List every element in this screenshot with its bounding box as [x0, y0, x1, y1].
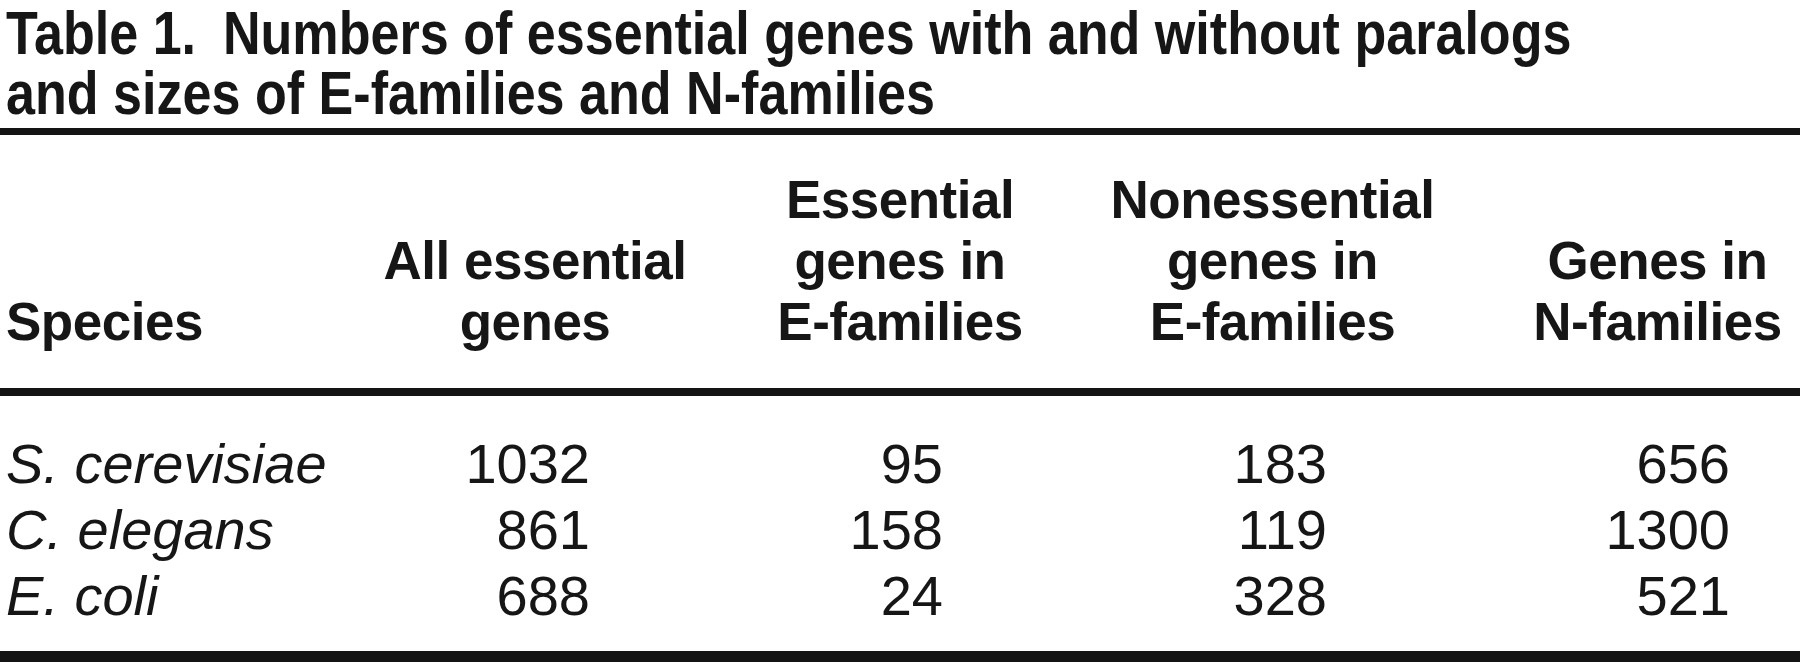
column-header-genes-n-families: Genes in N-families [1460, 135, 1800, 392]
value-cell: 521 [1460, 563, 1800, 629]
data-table: Species All essential genes Essential ge… [0, 135, 1800, 629]
column-header-nonessential-e-families: Nonessential genes in E-families [1085, 135, 1460, 392]
title-rule [0, 128, 1800, 135]
table-title-line1: Table 1.Numbers of essential genes with … [6, 3, 1800, 63]
value-cell: 95 [715, 392, 1085, 497]
column-header-species: Species [0, 135, 355, 392]
value-cell: 688 [355, 563, 715, 629]
table-title-text: Numbers of essential genes with and with… [223, 0, 1572, 67]
value-cell: 183 [1085, 392, 1460, 497]
species-cell: C. elegans [0, 497, 355, 563]
value-cell: 119 [1085, 497, 1460, 563]
value-cell: 861 [355, 497, 715, 563]
table-row: S. cerevisiae 1032 95 183 656 [0, 392, 1800, 497]
header-row: Species All essential genes Essential ge… [0, 135, 1800, 392]
table-header: Species All essential genes Essential ge… [0, 135, 1800, 392]
table-row: C. elegans 861 158 119 1300 [0, 497, 1800, 563]
column-header-all-essential-genes: All essential genes [355, 135, 715, 392]
bottom-rule [0, 651, 1800, 662]
value-cell: 158 [715, 497, 1085, 563]
table-number-label: Table 1. [6, 0, 196, 67]
table-body: S. cerevisiae 1032 95 183 656 C. elegans… [0, 392, 1800, 629]
table-title: Table 1. Numbers of essential genes with … [0, 0, 1800, 123]
paper-table-figure: Table 1. Numbers of essential genes with … [0, 0, 1800, 662]
column-header-essential-e-families: Essential genes in E-families [715, 135, 1085, 392]
value-cell: 328 [1085, 563, 1460, 629]
value-cell: 1300 [1460, 497, 1800, 563]
value-cell: 24 [715, 563, 1085, 629]
value-cell: 656 [1460, 392, 1800, 497]
table-row: E. coli 688 24 328 521 [0, 563, 1800, 629]
table-title-line2: and sizes of E-families and N-families [6, 63, 1800, 123]
value-cell: 1032 [355, 392, 715, 497]
species-cell: E. coli [0, 563, 355, 629]
species-cell: S. cerevisiae [0, 392, 355, 497]
